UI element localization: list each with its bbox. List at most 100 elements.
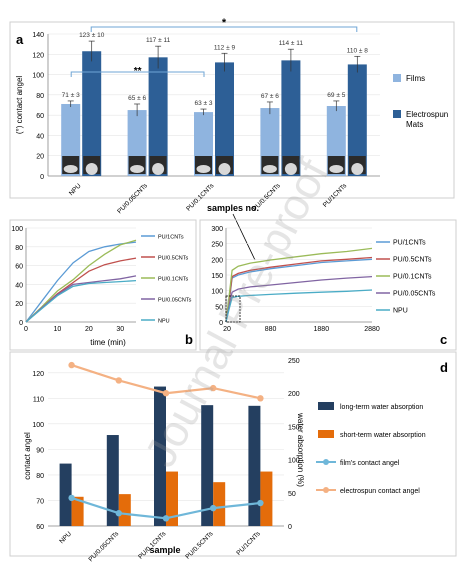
panel-c-xtick: 2880 [364,326,380,333]
panel-d-xtick: NPU [58,530,73,545]
panel-d-ytick: 60 [36,524,44,531]
panel-d-series-point [210,384,217,392]
panel-d-y2tick: 50 [288,491,296,498]
panel-b-legend-label: PU/0.05CNTs [158,298,192,304]
panel-b-xtick: 20 [85,326,93,333]
panel-a-ytick: 20 [36,154,44,161]
panel-d-xtick: PU/0.05CNTs [87,530,120,563]
panel-d-legend-label: long-term water absorption [340,404,423,411]
panel-c-ytick: 250 [211,242,223,249]
panel-c-legend-label: PU/1CNTs [393,240,426,247]
panel-a-ytick: 100 [32,73,44,80]
panel-a-legend-swatch [393,74,401,82]
panel-c: 0 50 100 150 200 250 300 20 880 1880 2880 PU/1CNTs P… [211,226,436,333]
panel-d-ylabel: contact angel [23,432,32,480]
panel-a-bar [281,60,301,176]
panel-c-zoom-box [225,295,241,323]
panel-d-ytick: 80 [36,473,44,480]
panel-d-ytick: 110 [33,396,44,403]
panel-a-frame [9,21,455,199]
panel-a-droplet [284,163,297,175]
panel-a-data-label: 110 ± 8 [347,47,369,54]
panel-d-legend-marker [323,459,329,465]
panel-d-legend-swatch [318,402,334,410]
panel-a-legend-swatch [393,110,401,118]
panel-a-bar [347,64,367,176]
panel-d-xlabel: sample [149,545,180,555]
panel-a-droplet [85,163,98,175]
panel-a-legend-label: Films [406,74,425,83]
panel-a-data-label: 69 ± 5 [327,92,345,99]
panel-a-significance-star: * [222,17,227,29]
panel-d-y2tick: 200 [288,391,300,398]
panel-a-droplet [152,163,165,175]
panel-d-bar [166,471,178,526]
panel-a-data-label: 67 ± 6 [261,93,279,100]
panel-b-ytick: 100 [11,226,23,233]
panel-a-ytick: 140 [32,32,44,39]
panel-c-series-line [225,275,373,323]
panel-b-series-line [25,275,137,323]
panel-d-ytick: 120 [32,371,44,378]
panel-a-ytick: 40 [36,133,44,140]
panel-d-series-point [257,395,264,402]
panel-b-ytick: 60 [15,264,23,271]
panel-a-letter: a [16,32,24,47]
panel-d-series-point [68,361,75,369]
panel-d-bar [118,494,131,526]
panel-a-data-label: 114 ± 11 [279,40,304,47]
panel-a: 0 20 40 60 80 100 120 140 (°) contact angel 71 ± … [15,17,448,215]
panel-a-significance-bracket [90,26,358,32]
panel-b-legend-label: PU/0.5CNTs [158,256,189,262]
panel-b-series-line [25,241,137,323]
panel-b-ytick: 80 [15,245,23,252]
panel-c-ytick: 0 [219,320,223,327]
panel-b-ytick: 0 [19,320,23,327]
panel-d-y2tick: 100 [288,458,300,465]
panel-a-bar [148,57,168,177]
panel-d-legend-label: short-term water absorption [340,432,426,439]
panel-a-ytick: 80 [36,93,44,100]
panel-a-droplet [329,165,344,173]
panel-d-ytick: 90 [36,447,44,454]
panel-a-droplet [196,165,211,173]
panel-a-xlabel: samples no. [207,203,259,213]
panel-c-legend-label: PU/0.05CNTs [393,291,436,298]
panel-a-droplet [218,163,231,175]
panel-a-xtick: NPU [68,182,83,197]
panel-a-data-label: 117 ± 11 [146,37,171,44]
panel-a-pointer-line [232,213,256,261]
panel-a-droplet [262,165,277,173]
panel-d-bar [59,463,72,526]
panel-d-legend-marker [323,487,329,493]
panel-d: 60 70 80 90 100 110 120 0 50 100 150 200 250 NPU PU/0.… [32,358,425,563]
panel-d-bar [260,471,273,526]
panel-d-xtick: PU/1CNTs [235,530,262,557]
panel-b-xtick: 0 [24,326,28,333]
panel-d-series-point [210,504,217,512]
panel-d-series-point [115,510,123,517]
panel-a-data-label: 123 ± 10 [79,32,105,39]
panel-b-series-line [25,239,137,323]
panel-d-bar [213,482,226,526]
panel-c-series-line [225,289,373,323]
panel-d-bar [201,405,214,526]
panel-d-series-point [162,390,170,397]
panel-c-ytick: 200 [211,257,223,264]
panel-a-bar [82,51,102,176]
panel-d-bar [71,496,84,526]
panel-b-legend-label: PU/0.1CNTs [158,277,189,283]
panel-d-bar [106,435,119,526]
panel-b-legend-label: NPU [158,319,170,325]
panel-c-xtick: 880 [265,326,277,333]
panel-b-xtick: 10 [54,326,62,333]
panel-d-y2tick: 250 [288,358,300,365]
panel-d-series-point [68,494,75,502]
panel-a-ylabel: (°) contact angel [15,76,24,135]
panel-d-y2tick: 150 [288,424,300,431]
panel-d-y2label: water absorption (%) [296,412,305,487]
panel-b-series-line [25,279,137,323]
panel-a-bar [215,62,234,176]
panel-d-legend-label: electrospun contact angel [340,488,420,495]
